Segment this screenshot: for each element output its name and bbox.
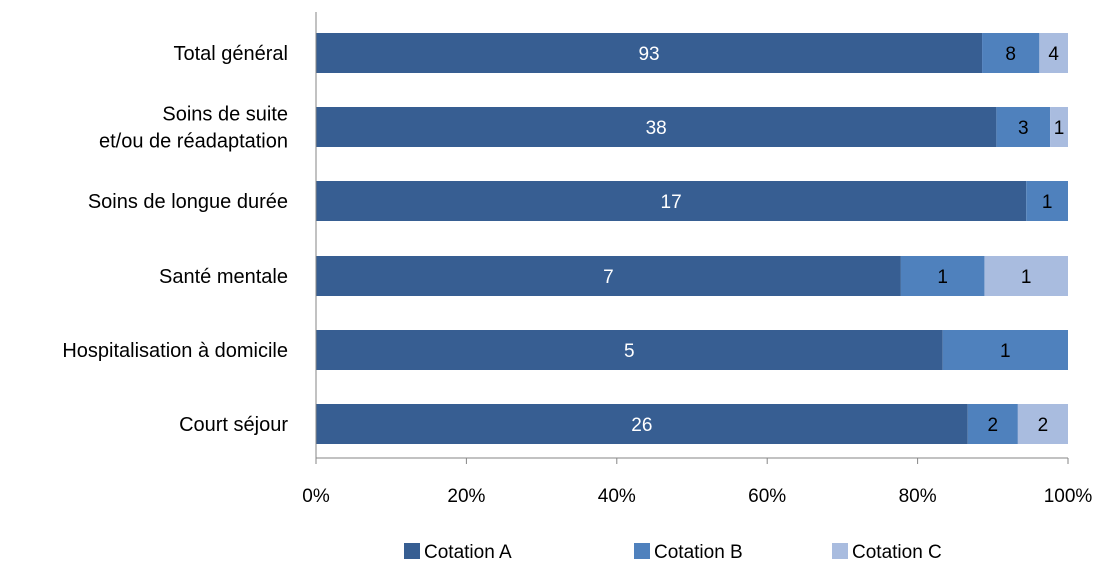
legend-swatch [832, 543, 848, 559]
data-label: 7 [603, 267, 614, 288]
x-tick-label: 0% [302, 486, 330, 507]
category-label: Soins de suite [162, 104, 288, 126]
axes-layer: 0% 20% 40% 60% 80% 100% [302, 12, 1092, 507]
data-label: 5 [624, 341, 635, 362]
category-label: Soins de longue durée [88, 191, 288, 213]
data-label: 1 [937, 267, 948, 288]
data-label: 8 [1005, 44, 1016, 65]
bar-segment-a-row-1 [316, 107, 997, 147]
bar-segment-b-row-2 [1026, 181, 1068, 221]
category-label: Total général [173, 43, 288, 65]
legend-swatch [634, 543, 650, 559]
legend-label: Cotation A [424, 542, 512, 563]
x-tick-label: 60% [748, 486, 786, 507]
category-label: Santé mentale [159, 266, 288, 288]
data-label: 3 [1018, 118, 1029, 139]
data-label: 2 [1038, 415, 1049, 436]
bars-layer: 93 8 438 3 117 17 1 15 126 2 2 [316, 33, 1068, 444]
bar-segment-c-row-1 [1050, 107, 1068, 147]
data-label: 1 [1021, 267, 1032, 288]
data-label: 38 [646, 118, 667, 139]
x-tick-label: 100% [1044, 486, 1093, 507]
data-label: 17 [661, 192, 682, 213]
x-tick-label: 20% [447, 486, 485, 507]
data-label: 26 [631, 415, 652, 436]
data-label: 4 [1048, 44, 1059, 65]
bar-segment-a-row-3 [316, 256, 901, 296]
data-label: 93 [638, 44, 659, 65]
bar-segment-a-row-0 [316, 33, 983, 73]
bar-segment-a-row-5 [316, 404, 968, 444]
bar-segment-b-row-5 [967, 404, 1018, 444]
category-label: Hospitalisation à domicile [62, 340, 288, 362]
data-label: 1 [1042, 192, 1053, 213]
category-labels: Total général Soins de suite et/ou de réad… [62, 43, 288, 436]
bar-segment-b-row-4 [942, 330, 1068, 370]
legend-label: Cotation C [852, 542, 942, 563]
bar-segment-b-row-0 [982, 33, 1040, 73]
legend: Cotation A Cotation B Cotation C [404, 542, 942, 563]
bar-segment-c-row-0 [1039, 33, 1068, 73]
legend-label: Cotation B [654, 542, 743, 563]
bar-segment-c-row-3 [984, 256, 1068, 296]
bar-segment-b-row-3 [900, 256, 985, 296]
data-label: 2 [988, 415, 999, 436]
category-label: et/ou de réadaptation [99, 131, 288, 153]
data-label: 1 [1000, 341, 1011, 362]
bar-segment-b-row-1 [996, 107, 1051, 147]
category-label: Court séjour [179, 414, 288, 436]
legend-swatch [404, 543, 420, 559]
data-label: 1 [1054, 118, 1065, 139]
x-tick-label: 40% [598, 486, 636, 507]
x-tick-label: 80% [899, 486, 937, 507]
bar-segment-a-row-2 [316, 181, 1027, 221]
bar-segment-c-row-5 [1017, 404, 1068, 444]
bar-segment-a-row-4 [316, 330, 943, 370]
